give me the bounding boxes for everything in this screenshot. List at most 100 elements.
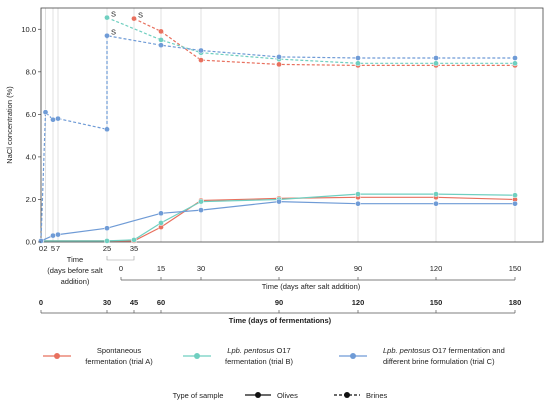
series-3-olives-point — [50, 232, 56, 239]
x-before-tick-label: 2 — [43, 244, 47, 253]
grid — [40, 8, 516, 242]
series-1 — [38, 15, 518, 244]
series-layer: SSS — [38, 10, 518, 244]
legend-label-line2: different brine formulation (trial C) — [383, 357, 495, 366]
annotation-s: S — [138, 11, 143, 20]
x-axis-before-title-3: addition) — [61, 277, 90, 286]
y-tick-label: 2.0 — [26, 195, 36, 204]
series-3-brines-point — [198, 47, 204, 54]
legend-olives-dot — [255, 392, 261, 398]
x-total-tick-label: 90 — [275, 298, 283, 307]
series-3-brines-point — [512, 55, 518, 61]
legend-label-rest: O17 — [274, 346, 290, 355]
x-total-tick-label: 30 — [103, 298, 111, 307]
series-2 — [38, 14, 518, 244]
series-3-olives-point — [276, 198, 282, 205]
x-after-tick-label: 60 — [275, 264, 283, 273]
x-total-tick-label: 45 — [130, 298, 138, 307]
series-3-brines-point — [158, 42, 164, 49]
series-3-brines-point — [55, 115, 61, 122]
series-2-olives-point — [433, 191, 439, 197]
series-3-brines-point — [104, 32, 110, 39]
series-3-olives-point — [104, 225, 110, 232]
legend-label-italic: Lpb. pentosus — [227, 346, 274, 355]
series-3-brines-point — [433, 55, 439, 61]
x-total-tick-label: 120 — [352, 298, 365, 307]
x-after-tick-label: 150 — [509, 264, 522, 273]
x-after-tick-label: 90 — [354, 264, 362, 273]
legend-swatch-dot — [350, 353, 356, 359]
x-total-tick-label: 150 — [430, 298, 443, 307]
series-1-olives-line — [41, 196, 516, 242]
legend-label-line2: fermentation (trial B) — [225, 357, 293, 366]
legend-brines-dot — [344, 392, 350, 398]
series-3-olives-line — [40, 200, 515, 242]
x-after-tick-label: 15 — [157, 264, 165, 273]
y-tick-label: 6.0 — [26, 110, 36, 119]
legend: Spontaneous fermentation (trial A) Lpb. pe… — [43, 346, 505, 400]
annotation-s: S — [111, 10, 116, 19]
series-2-olives-point — [131, 237, 137, 243]
x-after-tick-label: 30 — [197, 264, 205, 273]
series-1-brines-point — [158, 28, 164, 35]
x-total-tick-label: 0 — [39, 298, 43, 307]
x-axis-total-title: Time (days of fermentations) — [229, 316, 332, 325]
x-total-tick-label: 180 — [509, 298, 522, 307]
series-2-brines-line — [106, 17, 515, 64]
legend-swatch-dot — [54, 353, 60, 359]
legend-olives-label: Olives — [277, 391, 298, 400]
series-2-brines-point — [512, 60, 518, 67]
annotation-s: S — [111, 28, 116, 37]
x-before-tick-label: 35 — [130, 244, 138, 253]
series-3-brines-point — [104, 126, 110, 133]
series-3-brines-point — [276, 54, 282, 60]
x-after-tick-label: 0 — [119, 264, 123, 273]
series-3-olives-point — [433, 200, 439, 207]
series-2-brines-point — [104, 14, 110, 21]
legend-brines-label: Brines — [366, 391, 388, 400]
series-2-olives-point — [512, 192, 518, 199]
period-bracket — [106, 256, 135, 261]
x-axis-total: 0 30 45 60 90 120 150 180 — [39, 298, 522, 314]
series-3-olives-point — [158, 210, 164, 217]
legend-label-line1: Lpb. pentosus O17 — [227, 346, 290, 355]
series-3-olives-point — [55, 231, 61, 238]
series-3-brines-point — [50, 116, 56, 123]
legend-label-rest: O17 fermentation and — [430, 346, 505, 355]
series-2-olives-point — [198, 198, 204, 205]
x-before-tick-label: 7 — [56, 244, 60, 253]
series-1-brines-point — [198, 57, 204, 63]
series-3-olives-point — [355, 200, 361, 207]
x-before-tick-label: 25 — [103, 244, 111, 253]
y-axis: 0.0 2.0 4.0 6.0 8.0 10.0 — [21, 25, 41, 247]
legend-label-line1: Spontaneous — [97, 346, 141, 355]
legend-label-line2: fermentation (trial A) — [85, 357, 153, 366]
series-2-brines-point — [433, 60, 439, 67]
x-axis-after-title: Time (days after salt addition) — [262, 282, 361, 291]
series-3-olives-point — [512, 200, 518, 207]
y-tick-label: 4.0 — [26, 153, 36, 162]
series-2-brines-point — [355, 60, 361, 67]
y-tick-label: 8.0 — [26, 68, 36, 77]
series-2-brines-point — [158, 37, 164, 43]
plot-frame — [40, 7, 544, 243]
series-2-olives-point — [355, 191, 361, 197]
legend-type-label: Type of sample — [173, 391, 224, 400]
y-tick-label: 0.0 — [26, 238, 36, 247]
series-1-brines-point — [276, 61, 282, 68]
series-2-olives-point — [104, 238, 110, 244]
series-3 — [38, 32, 518, 244]
series-2-olives-point — [158, 220, 164, 226]
x-before-tick-label: 5 — [51, 244, 55, 253]
y-tick-label: 10.0 — [21, 25, 36, 34]
x-total-tick-label: 60 — [157, 298, 165, 307]
x-before-tick-label: 0 — [39, 244, 43, 253]
series-3-brines-point — [38, 238, 44, 244]
x-axis-after: 0 15 30 60 90 120 150 — [106, 256, 522, 281]
series-3-brines-point — [42, 109, 49, 116]
series-3-brines-point — [355, 55, 361, 61]
x-axis-before-title-1: Time — [67, 255, 83, 264]
y-axis-label: NaCl concentration (%) — [5, 86, 14, 164]
x-axis-before: 0 2 5 7 25 35 — [39, 244, 138, 253]
